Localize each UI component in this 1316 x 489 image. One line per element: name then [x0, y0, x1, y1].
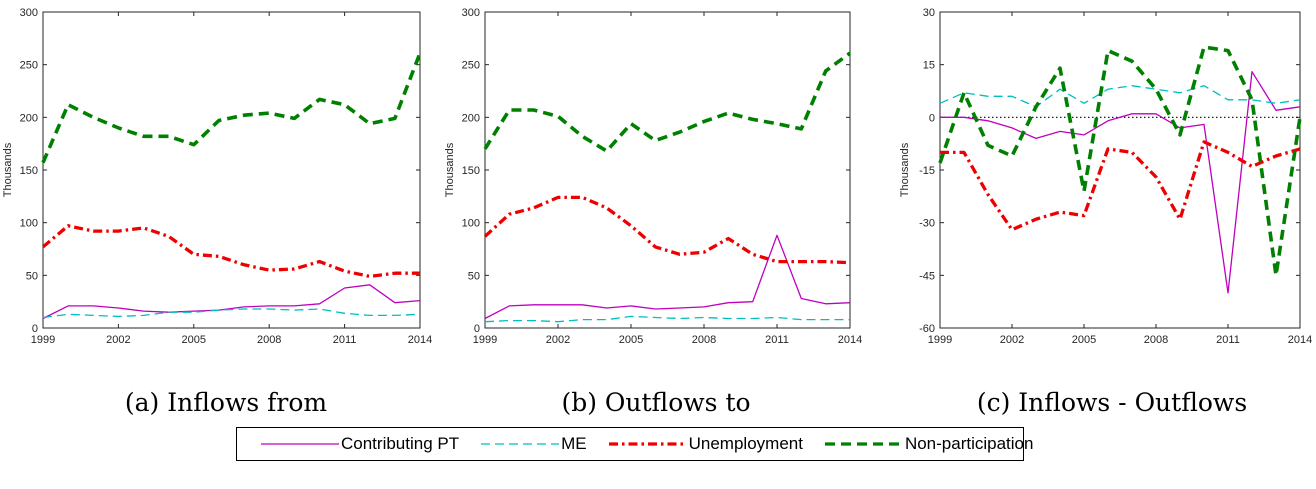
y-tick-label-b: 200 — [462, 112, 480, 124]
plot-frame-c — [939, 11, 1301, 329]
series-line-contributing-pt-a — [42, 284, 421, 320]
y-tick-label-a: 200 — [20, 112, 38, 124]
x-tick-label-a: 2008 — [257, 334, 281, 346]
legend-swatch-non-participation — [824, 442, 903, 446]
x-tick-label-b: 1999 — [473, 334, 497, 346]
series-line-contributing-pt-b — [484, 234, 851, 320]
y-axis-label-b: Thousands — [444, 142, 456, 197]
x-tick-label-c: 2011 — [1216, 334, 1240, 346]
x-tick-label-b: 2008 — [692, 334, 716, 346]
caption-b: (b) Outflows to — [561, 388, 751, 417]
series-line-unemployment-c — [940, 140, 1301, 232]
legend-label-contributing-pt: Contributing PT — [341, 434, 460, 453]
y-tick-label-a: 250 — [20, 60, 38, 72]
x-tick-label-b: 2014 — [838, 334, 862, 346]
y-tick-label-c: -30 — [919, 218, 935, 230]
x-tick-label-c: 2014 — [1288, 334, 1312, 346]
x-tick-label-a: 1999 — [31, 334, 55, 346]
series-line-non-participation-b — [483, 51, 852, 153]
legend-item-non-participation: Non-participation — [824, 434, 1034, 454]
legend-swatch-contributing-pt — [261, 443, 339, 445]
chart-panel-c: -60 -45 -30 -15 0 15 30 1999 2002 2005 2008 2011 201… — [899, 7, 1312, 346]
y-tick-label-c: -45 — [919, 270, 935, 282]
y-tick-label-c: 0 — [929, 112, 935, 124]
legend-swatch-unemployment — [608, 442, 687, 446]
x-tick-label-a: 2014 — [408, 334, 432, 346]
x-tick-label-b: 2005 — [619, 334, 643, 346]
series-line-me-a — [42, 308, 421, 319]
y-tick-label-b: 150 — [462, 165, 480, 177]
legend-label-me: ME — [561, 434, 587, 453]
legend-item-unemployment: Unemployment — [608, 434, 803, 454]
legend: Contributing PT ME Unemployment Non-part… — [236, 427, 1033, 461]
x-tick-label-a: 2002 — [106, 334, 130, 346]
y-tick-label-a: 0 — [32, 323, 38, 335]
chart-panel-b: 0 50 100 150 200 250 300 1999 2002 2005 2008 2011 20… — [444, 7, 862, 346]
y-tick-label-c: 30 — [923, 7, 935, 19]
series-line-unemployment-b — [483, 195, 851, 265]
chart-panel-a: 0 50 100 150 200 250 300 1999 2002 2005 2008 2011 20… — [2, 7, 432, 346]
y-tick-label-b: 100 — [462, 218, 480, 230]
y-tick-label-c: -15 — [919, 165, 935, 177]
legend-swatch-me — [481, 443, 560, 445]
legend-item-me: ME — [481, 434, 587, 454]
x-tick-label-a: 2005 — [182, 334, 206, 346]
x-tick-label-b: 2002 — [546, 334, 570, 346]
y-tick-label-a: 50 — [26, 270, 38, 282]
y-axis-label-c: Thousands — [899, 142, 911, 197]
x-tick-label-c: 2002 — [1000, 334, 1024, 346]
y-tick-label-a: 100 — [20, 218, 38, 230]
y-tick-label-c: -60 — [919, 323, 935, 335]
y-axis-label-a: Thousands — [2, 142, 14, 197]
y-tick-label-b: 50 — [468, 270, 480, 282]
series-line-me-c — [939, 85, 1301, 108]
caption-a: (a) Inflows from — [124, 388, 328, 417]
series-line-me-b — [484, 315, 850, 323]
legend-item-contributing-pt: Contributing PT — [261, 434, 459, 454]
series-line-unemployment-a — [41, 224, 420, 279]
y-tick-label-a: 300 — [20, 7, 38, 19]
y-tick-label-c: 15 — [923, 60, 935, 72]
legend-label-unemployment: Unemployment — [688, 434, 803, 453]
x-tick-label-a: 2011 — [333, 334, 357, 346]
x-tick-label-c: 2008 — [1144, 334, 1168, 346]
x-tick-label-c: 2005 — [1072, 334, 1096, 346]
y-tick-label-a: 150 — [20, 165, 38, 177]
y-tick-label-b: 250 — [462, 60, 480, 72]
series-line-contributing-pt-c — [940, 71, 1301, 294]
series-line-non-participation-a — [41, 52, 422, 164]
legend-label-non-participation: Non-participation — [904, 434, 1034, 453]
series-line-non-participation-c — [938, 45, 1302, 278]
caption-c: (c) Inflows - Outflows — [976, 388, 1248, 417]
x-tick-label-c: 1999 — [928, 334, 952, 346]
x-tick-label-b: 2011 — [765, 334, 789, 346]
plot-frame-b — [484, 11, 851, 329]
y-tick-label-b: 300 — [462, 7, 480, 19]
y-tick-label-b: 0 — [474, 323, 480, 335]
plot-frame-a — [42, 11, 421, 329]
